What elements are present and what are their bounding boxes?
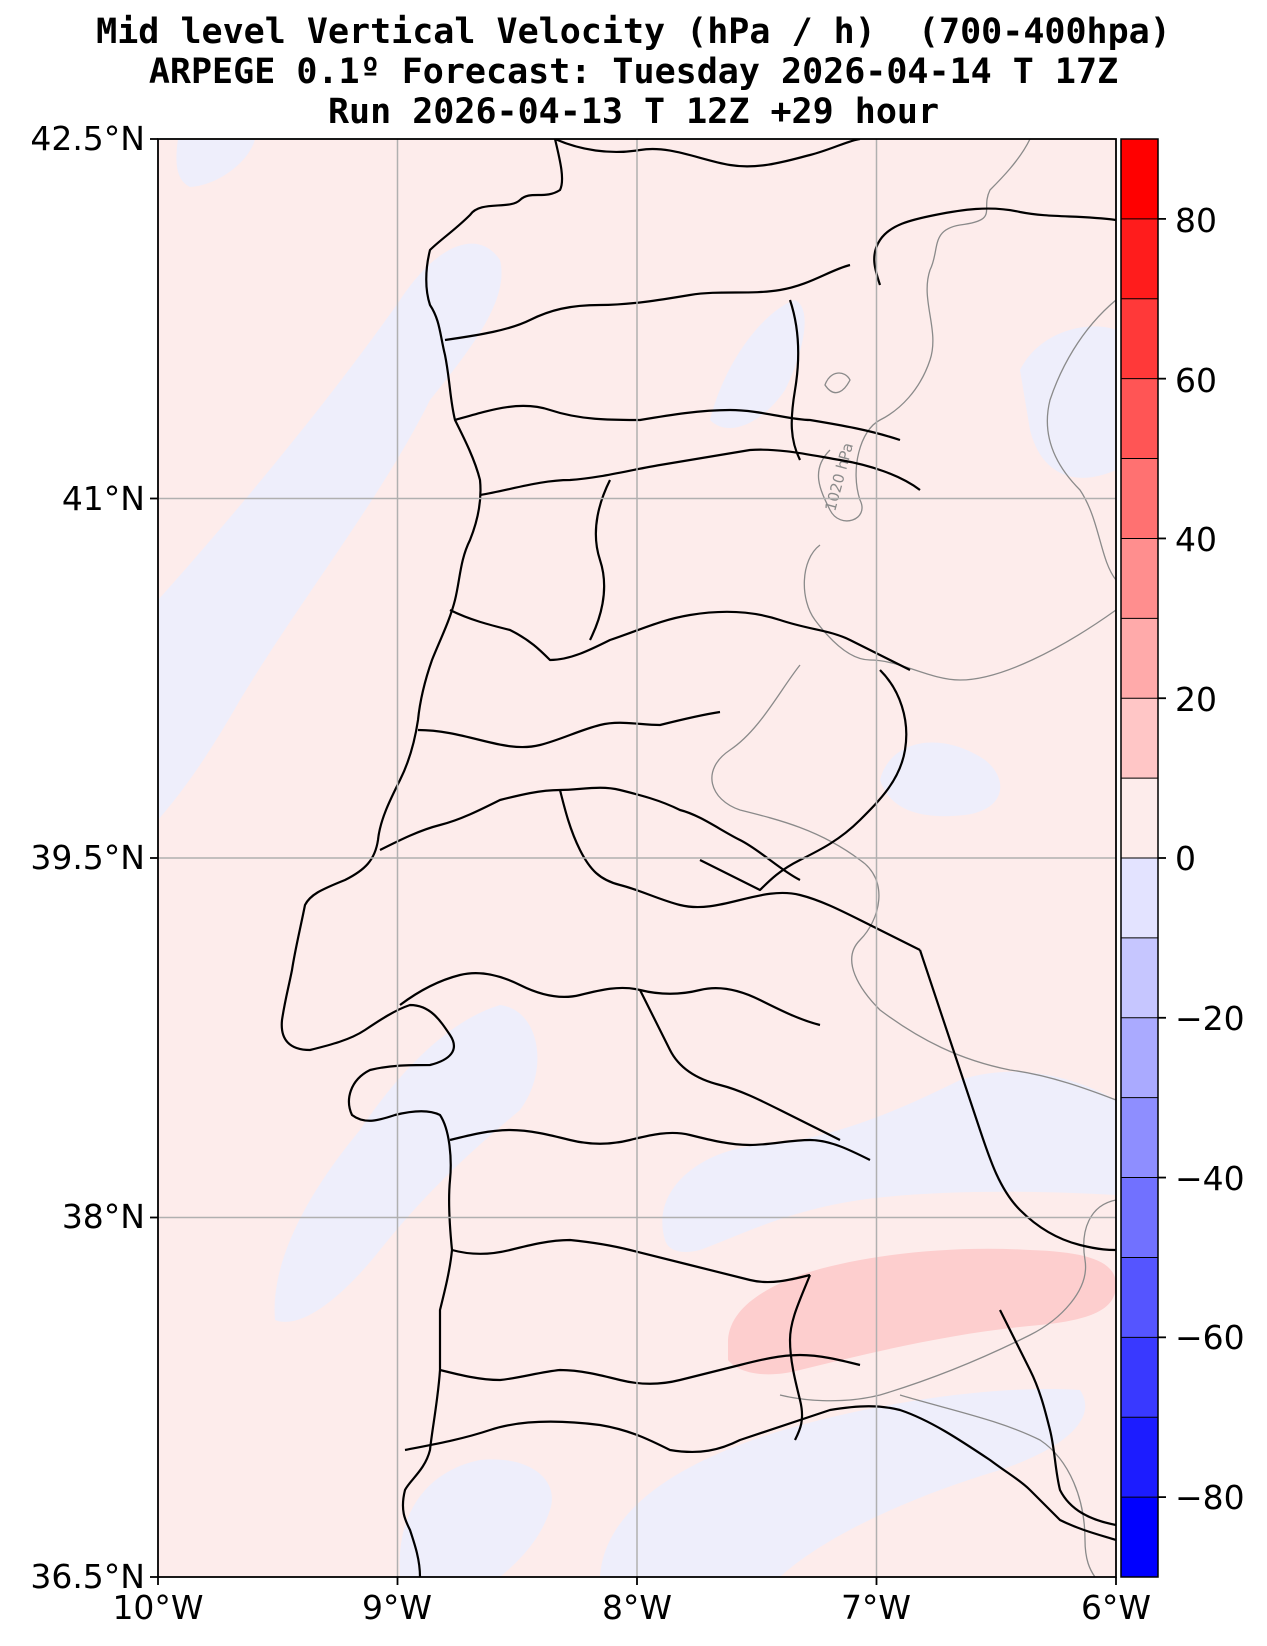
colorbar-tick-label: −80 bbox=[1175, 1478, 1245, 1517]
boundary-district-5 bbox=[417, 710, 721, 749]
isobars bbox=[711, 139, 1116, 1577]
colorbar-segment bbox=[1121, 1337, 1158, 1418]
boundary-district-13 bbox=[451, 1238, 811, 1284]
isobar-line-northeast bbox=[1046, 299, 1116, 581]
boundary-district-1 bbox=[444, 263, 851, 342]
colorbar-tick-label: 80 bbox=[1175, 201, 1217, 240]
negative-area-east-center bbox=[880, 742, 1001, 817]
graticule bbox=[158, 139, 1116, 1577]
colorbar-tick-label: 40 bbox=[1175, 520, 1217, 559]
boundary-district-10 bbox=[639, 989, 841, 1141]
colorbar-segment bbox=[1121, 937, 1158, 1019]
colorbar-segment bbox=[1121, 618, 1158, 699]
colorbar-tick-label: −40 bbox=[1175, 1159, 1245, 1198]
isobar-line-north bbox=[817, 139, 1031, 522]
colorbar-segment bbox=[1121, 298, 1158, 380]
y-tick-label: 41°N bbox=[61, 479, 145, 518]
colorbar-segment bbox=[1121, 858, 1158, 939]
x-tick-label: 6°W bbox=[1080, 1588, 1152, 1627]
isobar-closed-small bbox=[824, 372, 851, 394]
chart-title-line2: ARPEGE 0.1º Forecast: Tuesday 2026-04-14… bbox=[148, 52, 1119, 92]
x-tick-label: 9°W bbox=[361, 1588, 433, 1627]
y-tick-label: 42.5°N bbox=[30, 119, 145, 158]
chart-title-line1: Mid level Vertical Velocity (hPa / h) (7… bbox=[96, 12, 1171, 52]
isobar-line-south bbox=[899, 1394, 1096, 1577]
colorbar-segment bbox=[1121, 1497, 1158, 1578]
boundary-spain-south bbox=[999, 1309, 1116, 1527]
colorbar-tick-label: 0 bbox=[1175, 839, 1196, 878]
negative-area-top-left bbox=[176, 139, 255, 187]
boundaries bbox=[280, 139, 1116, 1577]
coastline-west bbox=[280, 139, 564, 1577]
boundary-district-9 bbox=[399, 971, 821, 1027]
colorbar-segment bbox=[1121, 378, 1158, 460]
axis-ticks bbox=[150, 138, 1117, 1585]
negative-area-south-center bbox=[662, 1071, 1116, 1252]
boundary-district-8 bbox=[558, 789, 921, 951]
y-tick-label: 39.5°N bbox=[30, 838, 145, 877]
boundary-district-11 bbox=[449, 1128, 871, 1161]
boundary-district-3 bbox=[479, 299, 921, 497]
isobar-line-southeast bbox=[779, 1199, 1116, 1402]
colorbar-tick-label: −60 bbox=[1175, 1318, 1245, 1357]
isobar-line-mid bbox=[711, 664, 1116, 1101]
boundary-district-2 bbox=[454, 404, 901, 442]
colorbar-segment bbox=[1121, 1097, 1158, 1179]
colorbar-segment bbox=[1121, 1017, 1158, 1099]
negative-area-south-coast bbox=[399, 1459, 552, 1577]
x-tick-label: 7°W bbox=[840, 1588, 912, 1627]
y-tick-label: 36.5°N bbox=[30, 1557, 145, 1596]
negative-area-northeast bbox=[1020, 326, 1116, 478]
colorbar-segment bbox=[1121, 218, 1158, 300]
boundary-district-14 bbox=[439, 1353, 861, 1385]
colorbar bbox=[1120, 138, 1166, 1578]
colorbar-segment bbox=[1121, 1257, 1158, 1338]
boundary-district-4 bbox=[449, 479, 911, 671]
boundary-district-12 bbox=[918, 949, 1116, 1252]
colorbar-segment bbox=[1121, 1417, 1158, 1498]
negative-area-south-sea bbox=[600, 1389, 1086, 1577]
colorbar-tick-label: 20 bbox=[1175, 680, 1217, 719]
boundary-district-7 bbox=[379, 786, 801, 881]
vertical-velocity-field: 1020 hPa bbox=[158, 139, 1116, 1577]
negative-area-northwest bbox=[158, 243, 502, 820]
colorbar-segment bbox=[1121, 458, 1158, 539]
colorbar-segment bbox=[1121, 538, 1158, 619]
negative-area-north-center bbox=[710, 300, 805, 429]
colorbar-segment bbox=[1121, 778, 1158, 859]
boundary-district-6 bbox=[699, 669, 908, 892]
chart-title-line3: Run 2026-04-13 T 12Z +29 hour bbox=[327, 92, 940, 132]
positive-area-southeast bbox=[728, 1248, 1116, 1375]
y-tick-label: 38°N bbox=[61, 1197, 145, 1236]
colorbar-tick-label: −20 bbox=[1175, 999, 1245, 1038]
colorbar-segment bbox=[1121, 139, 1158, 220]
colorbar-segment bbox=[1121, 698, 1158, 779]
boundary-border-east bbox=[788, 1274, 812, 1441]
colorbar-segment bbox=[1121, 1177, 1158, 1258]
isobar-line-center bbox=[803, 544, 1116, 681]
coastline-south bbox=[404, 1405, 1116, 1542]
negative-area-southwest bbox=[274, 1005, 538, 1322]
x-tick-label: 8°W bbox=[601, 1588, 673, 1627]
colorbar-tick-label: 60 bbox=[1175, 361, 1217, 400]
x-tick-label: 10°W bbox=[112, 1588, 204, 1627]
